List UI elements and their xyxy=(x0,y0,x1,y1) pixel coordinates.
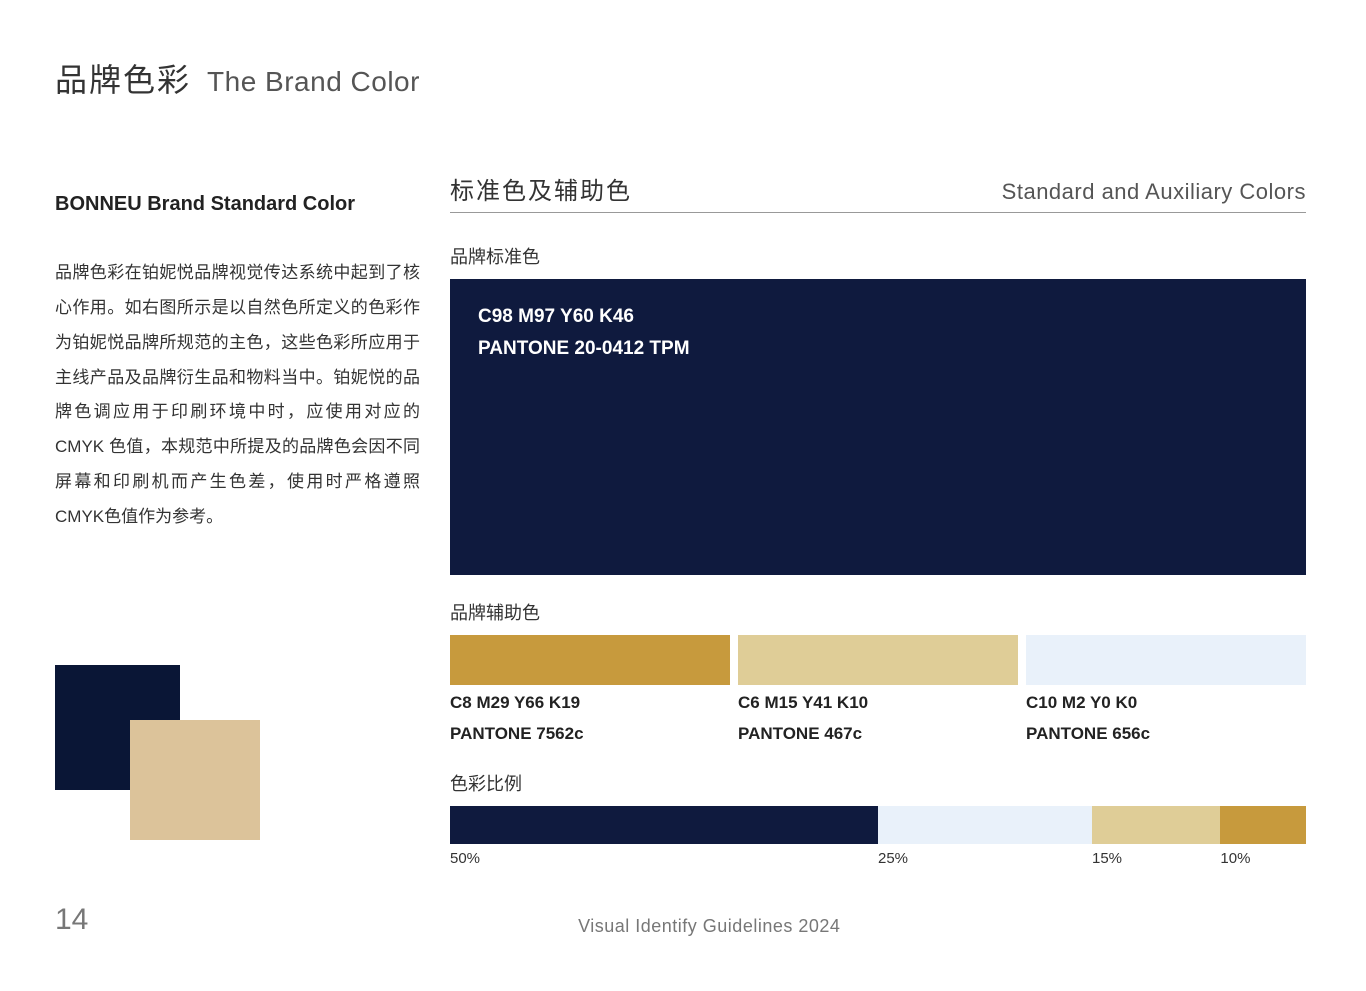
ratio-seg xyxy=(1092,806,1220,844)
section-heading-cn: 标准色及辅助色 xyxy=(450,171,632,206)
ratio-pct: 10% xyxy=(1220,850,1250,867)
right-column: 标准色及辅助色 Standard and Auxiliary Colors 品牌… xyxy=(450,171,1306,874)
aux-cmyk: C10 M2 Y0 K0 xyxy=(1026,691,1306,716)
section-heading: 标准色及辅助色 Standard and Auxiliary Colors xyxy=(450,171,1306,213)
left-body: 品牌色彩在铂妮悦品牌视觉传达系统中起到了核心作用。如右图所示是以自然色所定义的色… xyxy=(55,256,420,535)
primary-label: 品牌标准色 xyxy=(450,243,1306,269)
left-column: BONNEU Brand Standard Color 品牌色彩在铂妮悦品牌视觉… xyxy=(55,171,450,874)
left-subtitle: BONNEU Brand Standard Color xyxy=(55,193,420,216)
page-title-cn: 品牌色彩 xyxy=(55,55,191,101)
primary-cmyk: C98 M97 Y60 K46 xyxy=(478,301,1278,333)
aux-item: C10 M2 Y0 K0 PANTONE 656c xyxy=(1026,635,1306,746)
aux-swatch xyxy=(1026,635,1306,685)
aux-pantone: PANTONE 656c xyxy=(1026,722,1306,747)
ratio-pct: 50% xyxy=(450,850,480,867)
aux-pantone: PANTONE 7562c xyxy=(450,722,730,747)
aux-swatch xyxy=(738,635,1018,685)
ratio-pct: 25% xyxy=(878,850,908,867)
ratio-labels: 50% 25% 15% 10% xyxy=(450,850,1306,874)
ratio-pct: 15% xyxy=(1092,850,1122,867)
content: BONNEU Brand Standard Color 品牌色彩在铂妮悦品牌视觉… xyxy=(55,171,1306,874)
aux-pantone: PANTONE 467c xyxy=(738,722,1018,747)
ratio-seg xyxy=(1220,806,1306,844)
aux-label: 品牌辅助色 xyxy=(450,599,1306,625)
aux-item: C6 M15 Y41 K10 PANTONE 467c xyxy=(738,635,1018,746)
aux-row: C8 M29 Y66 K19 PANTONE 7562c C6 M15 Y41 … xyxy=(450,635,1306,746)
ratio-seg xyxy=(878,806,1092,844)
section-heading-en: Standard and Auxiliary Colors xyxy=(1002,179,1306,205)
ratio-bar xyxy=(450,806,1306,844)
ratio-seg xyxy=(450,806,878,844)
page-number: 14 xyxy=(55,903,88,937)
primary-color-block: C98 M97 Y60 K46 PANTONE 20-0412 TPM xyxy=(450,279,1306,575)
footer-text: Visual Identify Guidelines 2024 xyxy=(578,916,840,937)
primary-pantone: PANTONE 20-0412 TPM xyxy=(478,333,1278,365)
page-title-en: The Brand Color xyxy=(207,66,420,98)
aux-item: C8 M29 Y66 K19 PANTONE 7562c xyxy=(450,635,730,746)
swatch-pair xyxy=(55,665,260,840)
swatch-front xyxy=(130,720,260,840)
aux-swatch xyxy=(450,635,730,685)
aux-cmyk: C6 M15 Y41 K10 xyxy=(738,691,1018,716)
ratio-label: 色彩比例 xyxy=(450,770,1306,796)
page-title: 品牌色彩 The Brand Color xyxy=(55,55,1306,101)
aux-cmyk: C8 M29 Y66 K19 xyxy=(450,691,730,716)
